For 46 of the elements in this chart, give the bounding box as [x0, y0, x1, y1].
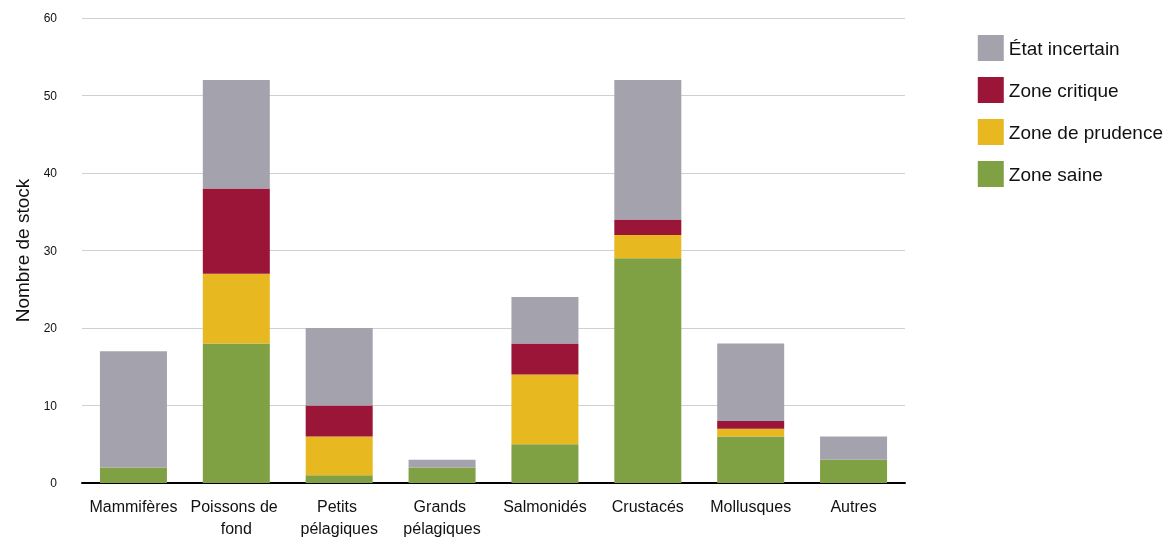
bar [511, 297, 579, 344]
bar [717, 343, 785, 421]
x-tick-label: Grands pélagiques [403, 497, 481, 537]
x-tick-label: Poissons de fond [190, 497, 283, 537]
x-tick-label: Salmonidés [503, 497, 587, 515]
bar [820, 459, 888, 483]
bar [305, 475, 373, 483]
bar [717, 436, 785, 483]
x-tick-label: Autres [830, 497, 877, 515]
bar [717, 428, 785, 437]
y-tick-label: 50 [43, 88, 58, 103]
bar [511, 374, 579, 445]
y-tick-label: 40 [43, 166, 58, 180]
bar [614, 219, 682, 235]
y-tick-label: 10 [43, 398, 58, 413]
legend-label: Zone critique [1008, 79, 1119, 101]
bar [614, 258, 682, 483]
y-tick-label: 20 [43, 321, 58, 335]
bar [305, 405, 373, 437]
bar [99, 351, 167, 468]
legend-label: État incertain [1008, 37, 1120, 59]
bar [202, 80, 270, 189]
x-tick-label: Crustacés [611, 497, 684, 515]
bar [511, 343, 579, 375]
y-axis-title: Nombre de stock [12, 178, 33, 323]
bar [202, 273, 270, 344]
bar [717, 421, 785, 429]
bar [408, 467, 476, 483]
bar [305, 328, 373, 406]
bar [202, 188, 270, 274]
bar [614, 80, 682, 220]
legend-label: Zone de prudence [1008, 121, 1164, 143]
bar [614, 235, 682, 259]
y-tick-label: 30 [43, 243, 58, 258]
y-tick-label: 60 [43, 11, 58, 25]
bar [202, 343, 270, 483]
x-tick-label: Petits pélagiques [300, 497, 378, 537]
legend-label: Zone saine [1008, 163, 1103, 185]
bar [99, 467, 167, 483]
y-tick-label: 0 [50, 476, 58, 490]
x-tick-label: Mollusques [710, 497, 792, 515]
bar [408, 459, 476, 468]
bar [305, 436, 373, 476]
x-tick-label: Mammifères [89, 497, 178, 515]
bar [820, 436, 888, 460]
bar [511, 444, 579, 483]
